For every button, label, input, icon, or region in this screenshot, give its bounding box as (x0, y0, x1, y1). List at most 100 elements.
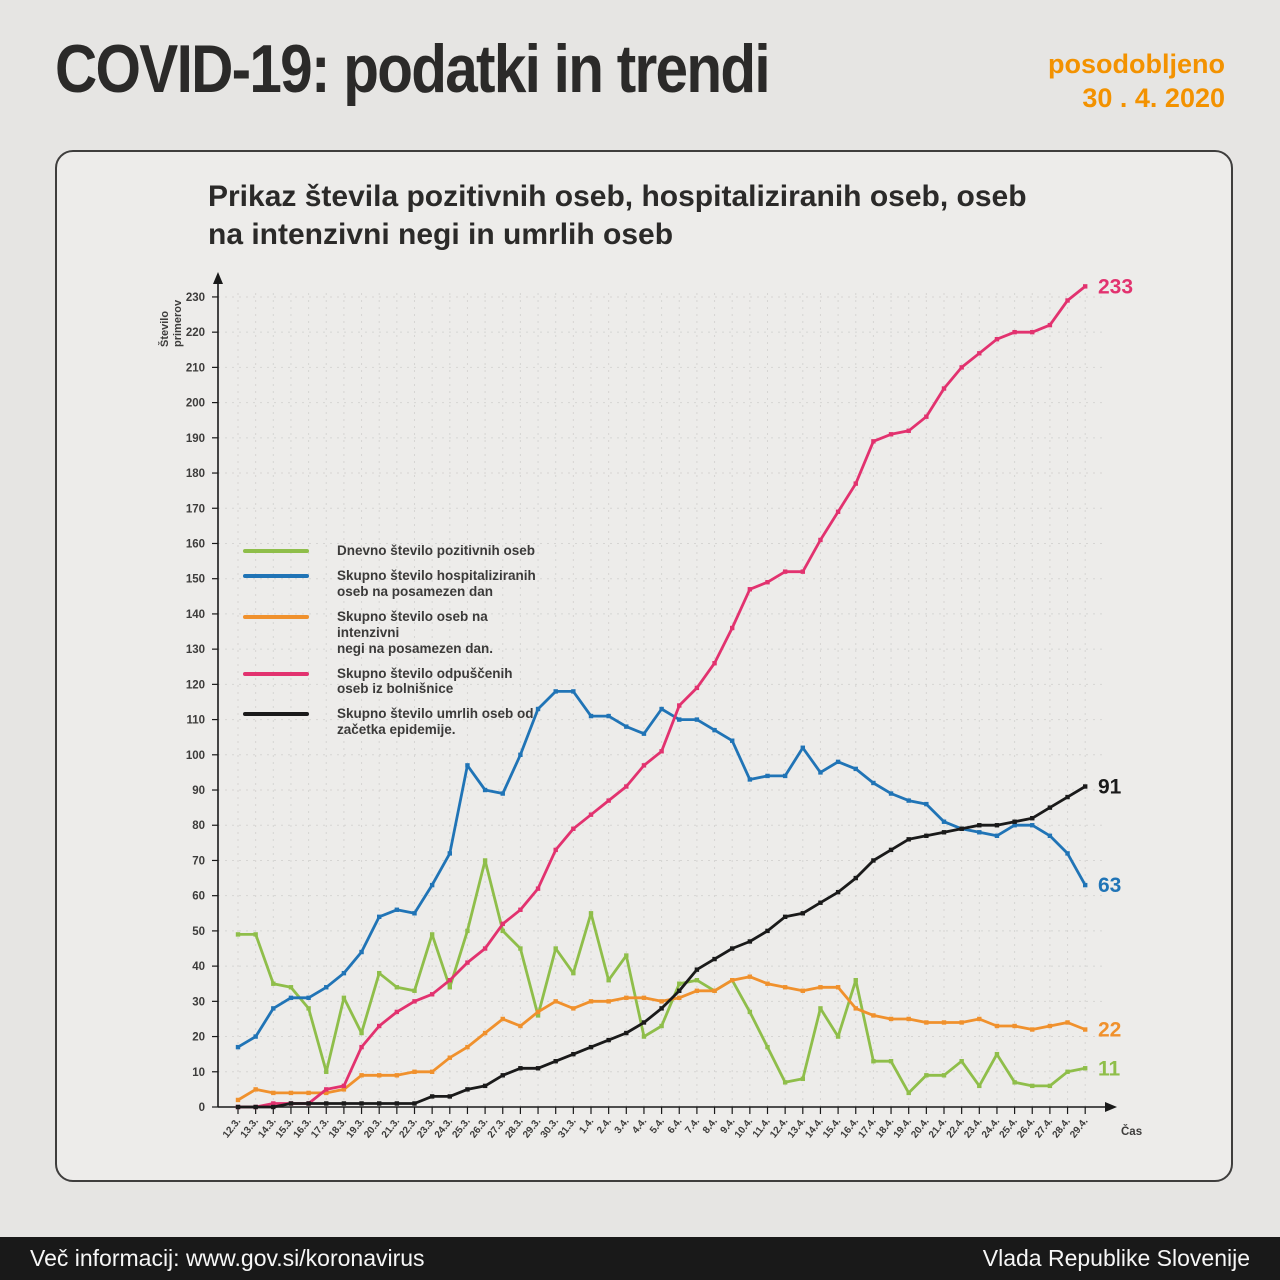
data-point (888, 847, 894, 853)
x-tick-label: 30.3. (539, 1116, 561, 1140)
x-tick-label: 29.4. (1068, 1116, 1090, 1140)
data-point (1065, 1069, 1070, 1074)
data-point (588, 999, 594, 1004)
data-point (571, 826, 576, 831)
data-point (253, 1087, 258, 1092)
data-point (518, 752, 523, 757)
data-point (1012, 823, 1017, 828)
data-point (482, 946, 488, 951)
data-point (994, 337, 1000, 342)
data-point (394, 1073, 400, 1078)
x-tick-label: 11.4. (751, 1116, 773, 1140)
data-point (571, 1006, 576, 1011)
data-point (853, 481, 858, 486)
data-point (694, 978, 700, 983)
data-point (1083, 882, 1088, 888)
series-5: 91 (235, 775, 1122, 1110)
data-point (641, 731, 647, 736)
data-point (359, 949, 364, 955)
y-axis-arrow (213, 272, 223, 284)
data-point (253, 932, 258, 937)
data-point (377, 970, 382, 976)
series-1: 11 (235, 858, 1121, 1096)
data-point (588, 713, 594, 719)
x-tick-label: 18.3. (327, 1116, 349, 1140)
series-end-value: 22 (1098, 1019, 1121, 1042)
x-tick-label: 10.4. (733, 1116, 755, 1140)
series-4: 233 (235, 275, 1133, 1110)
data-point (888, 791, 894, 796)
data-point (271, 1006, 276, 1011)
data-point (800, 1076, 805, 1082)
data-point (553, 999, 558, 1004)
data-point (712, 661, 717, 666)
data-point (853, 766, 858, 772)
x-tick-label: 28.4. (1051, 1116, 1073, 1140)
data-point (1012, 329, 1017, 335)
data-point (747, 1009, 753, 1015)
data-point (765, 928, 770, 934)
data-point (835, 759, 841, 765)
data-point (959, 1059, 964, 1064)
data-point (730, 738, 735, 743)
data-point (906, 837, 911, 842)
data-point (765, 773, 770, 779)
footer-government-name: Vlada Republike Slovenije (982, 1245, 1250, 1271)
y-tick-label: 10 (192, 1067, 205, 1079)
legend-item: Skupno število umrlih oseb od začetka ep… (243, 706, 543, 738)
data-point (447, 1055, 452, 1060)
y-tick-label: 70 (192, 855, 205, 867)
legend-swatch (243, 712, 309, 717)
data-point (888, 432, 894, 437)
data-point (235, 1104, 241, 1110)
x-tick-label: 7.4. (683, 1116, 702, 1136)
y-tick-label: 180 (186, 468, 205, 480)
y-tick-label: 0 (199, 1102, 205, 1114)
data-point (253, 1104, 258, 1110)
x-tick-label: 18.4. (874, 1116, 896, 1140)
data-point (500, 791, 505, 796)
series-end-value: 63 (1098, 874, 1121, 897)
data-point (394, 1009, 400, 1015)
data-point (1030, 329, 1035, 335)
data-point (1030, 1027, 1035, 1032)
data-point (482, 1083, 488, 1089)
data-point (306, 995, 311, 1001)
y-tick-label: 100 (186, 750, 205, 762)
data-point (977, 1083, 982, 1089)
data-point (429, 992, 435, 997)
x-tick-label: 17.4. (856, 1116, 878, 1140)
chart-title-line2: na intenzivni negi in umrlih oseb (208, 218, 674, 252)
y-tick-label: 130 (186, 644, 205, 656)
data-point (959, 365, 964, 370)
data-point (888, 1059, 894, 1064)
data-point (235, 932, 241, 937)
x-tick-label: 13.4. (786, 1116, 808, 1140)
legend-label: Dnevno število pozitivnih oseb (337, 543, 536, 558)
data-point (1012, 1023, 1017, 1029)
data-point (871, 1059, 876, 1064)
data-point (1047, 1023, 1053, 1029)
data-point (253, 1034, 258, 1039)
data-point (694, 988, 700, 993)
data-point (535, 1009, 541, 1015)
data-point (994, 1023, 1000, 1029)
x-tick-label: 22.3. (397, 1116, 419, 1140)
data-point (535, 886, 541, 891)
y-tick-label: 90 (192, 785, 205, 797)
data-point (800, 911, 805, 916)
updated-label: posodobljeno (1048, 49, 1225, 79)
data-point (924, 414, 929, 419)
x-tick-label: 19.3. (345, 1116, 367, 1140)
data-point (1012, 1080, 1017, 1085)
data-point (588, 812, 594, 817)
data-point (394, 985, 400, 990)
data-point (694, 967, 700, 972)
data-point (465, 1087, 470, 1092)
data-point (447, 985, 452, 990)
data-point (447, 978, 452, 983)
data-point (782, 914, 788, 920)
legend-swatch (243, 573, 309, 578)
data-point (359, 1030, 364, 1036)
data-point (624, 724, 629, 729)
